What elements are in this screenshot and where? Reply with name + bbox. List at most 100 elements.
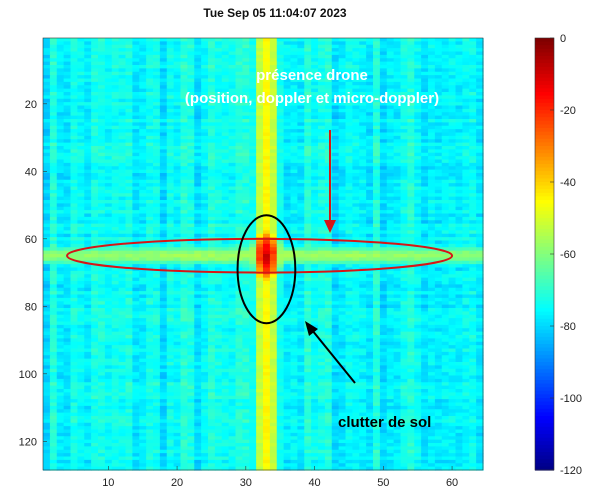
heatmap-cell: [104, 61, 113, 66]
heatmap-cell: [441, 54, 450, 59]
heatmap-cell: [297, 41, 305, 46]
heatmap-cell: [269, 85, 278, 90]
heatmap-cell: [462, 81, 470, 86]
heatmap-cell: [132, 68, 140, 73]
heatmap-cell: [318, 41, 326, 46]
heatmap-cell: [56, 75, 65, 80]
heatmap-cell: [318, 38, 326, 42]
heatmap-cell: [290, 71, 298, 76]
heatmap-cell: [414, 71, 422, 76]
heatmap-cell: [104, 58, 113, 63]
heatmap-cell: [338, 78, 347, 83]
heatmap-cell: [276, 65, 285, 69]
heatmap-cell: [421, 68, 429, 73]
heatmap-cell: [194, 92, 202, 96]
heatmap-cell: [173, 65, 182, 69]
heatmap-cell: [455, 48, 463, 53]
heatmap-cell: [118, 68, 127, 73]
heatmap-cell: [214, 75, 223, 80]
heatmap-cell: [359, 48, 367, 53]
heatmap-cell: [414, 81, 422, 86]
heatmap-cell: [208, 65, 216, 69]
heatmap-cell: [91, 58, 99, 63]
heatmap-cell: [159, 44, 168, 49]
heatmap-cell: [269, 48, 278, 53]
heatmap-cell: [153, 71, 161, 76]
heatmap-cell: [242, 54, 250, 59]
heatmap-cell: [153, 61, 161, 66]
heatmap-cell: [434, 102, 443, 107]
heatmap-cell: [91, 85, 99, 90]
heatmap-cell: [228, 75, 237, 80]
heatmap-cell: [345, 58, 353, 63]
heatmap-cell: [194, 65, 202, 69]
heatmap-cell: [159, 41, 168, 46]
heatmap-cell: [276, 48, 285, 53]
heatmap-cell: [221, 41, 230, 46]
heatmap-cell: [132, 78, 140, 83]
heatmap-cell: [187, 54, 195, 59]
heatmap-cell: [386, 38, 395, 42]
heatmap-cell: [379, 38, 388, 42]
heatmap-cell: [63, 65, 72, 69]
heatmap-cell: [153, 41, 161, 46]
heatmap-cell: [304, 65, 312, 69]
heatmap-cell: [345, 61, 353, 66]
heatmap-cell: [366, 44, 374, 49]
heatmap-cell: [98, 51, 106, 56]
heatmap-cell: [91, 102, 99, 107]
heatmap-cell: [249, 81, 257, 86]
heatmap-cell: [428, 44, 436, 49]
heatmap-cell: [256, 98, 264, 103]
heatmap-cell: [125, 98, 133, 103]
heatmap-cell: [70, 54, 78, 59]
heatmap-cell: [180, 95, 188, 100]
heatmap-cell: [194, 51, 202, 56]
heatmap-cell: [132, 95, 140, 100]
heatmap-cell: [194, 102, 202, 107]
heatmap-cell: [414, 95, 422, 100]
heatmap-cell: [166, 75, 175, 80]
heatmap-cell: [434, 88, 443, 93]
heatmap-cell: [263, 75, 271, 80]
heatmap-cell: [428, 81, 436, 86]
heatmap-cell: [373, 61, 381, 66]
heatmap-cell: [173, 61, 182, 66]
heatmap-cell: [400, 85, 408, 90]
heatmap-cell: [386, 98, 395, 103]
heatmap-cell: [448, 71, 457, 76]
heatmap-cell: [366, 75, 374, 80]
heatmap-cell: [153, 95, 161, 100]
heatmap-cell: [386, 58, 395, 63]
heatmap-cell: [311, 51, 319, 56]
heatmap-cell: [146, 38, 154, 42]
heatmap-cell: [386, 51, 395, 56]
heatmap-cell: [469, 98, 477, 103]
heatmap-cell: [352, 88, 360, 93]
heatmap-cell: [434, 81, 443, 86]
heatmap-cell: [331, 68, 340, 73]
heatmap-cell: [70, 102, 78, 107]
heatmap-cell: [180, 41, 188, 46]
heatmap-cell: [352, 41, 360, 46]
heatmap-cell: [208, 68, 216, 73]
heatmap-cell: [201, 54, 209, 59]
heatmap-cell: [132, 65, 140, 69]
heatmap-cell: [221, 48, 230, 53]
heatmap-cell: [43, 95, 51, 100]
heatmap-cell: [249, 58, 257, 63]
heatmap-cell: [187, 98, 195, 103]
heatmap-cell: [98, 85, 106, 90]
heatmap-cell: [269, 71, 278, 76]
heatmap-cell: [235, 102, 243, 107]
heatmap-cell: [228, 88, 237, 93]
heatmap-cell: [263, 61, 271, 66]
heatmap-cell: [366, 92, 374, 96]
heatmap-cell: [386, 102, 395, 107]
heatmap-cell: [297, 102, 305, 107]
heatmap-cell: [386, 95, 395, 100]
heatmap-cell: [366, 48, 374, 53]
heatmap-cell: [331, 48, 340, 53]
heatmap-cell: [331, 88, 340, 93]
heatmap-cell: [283, 48, 292, 53]
